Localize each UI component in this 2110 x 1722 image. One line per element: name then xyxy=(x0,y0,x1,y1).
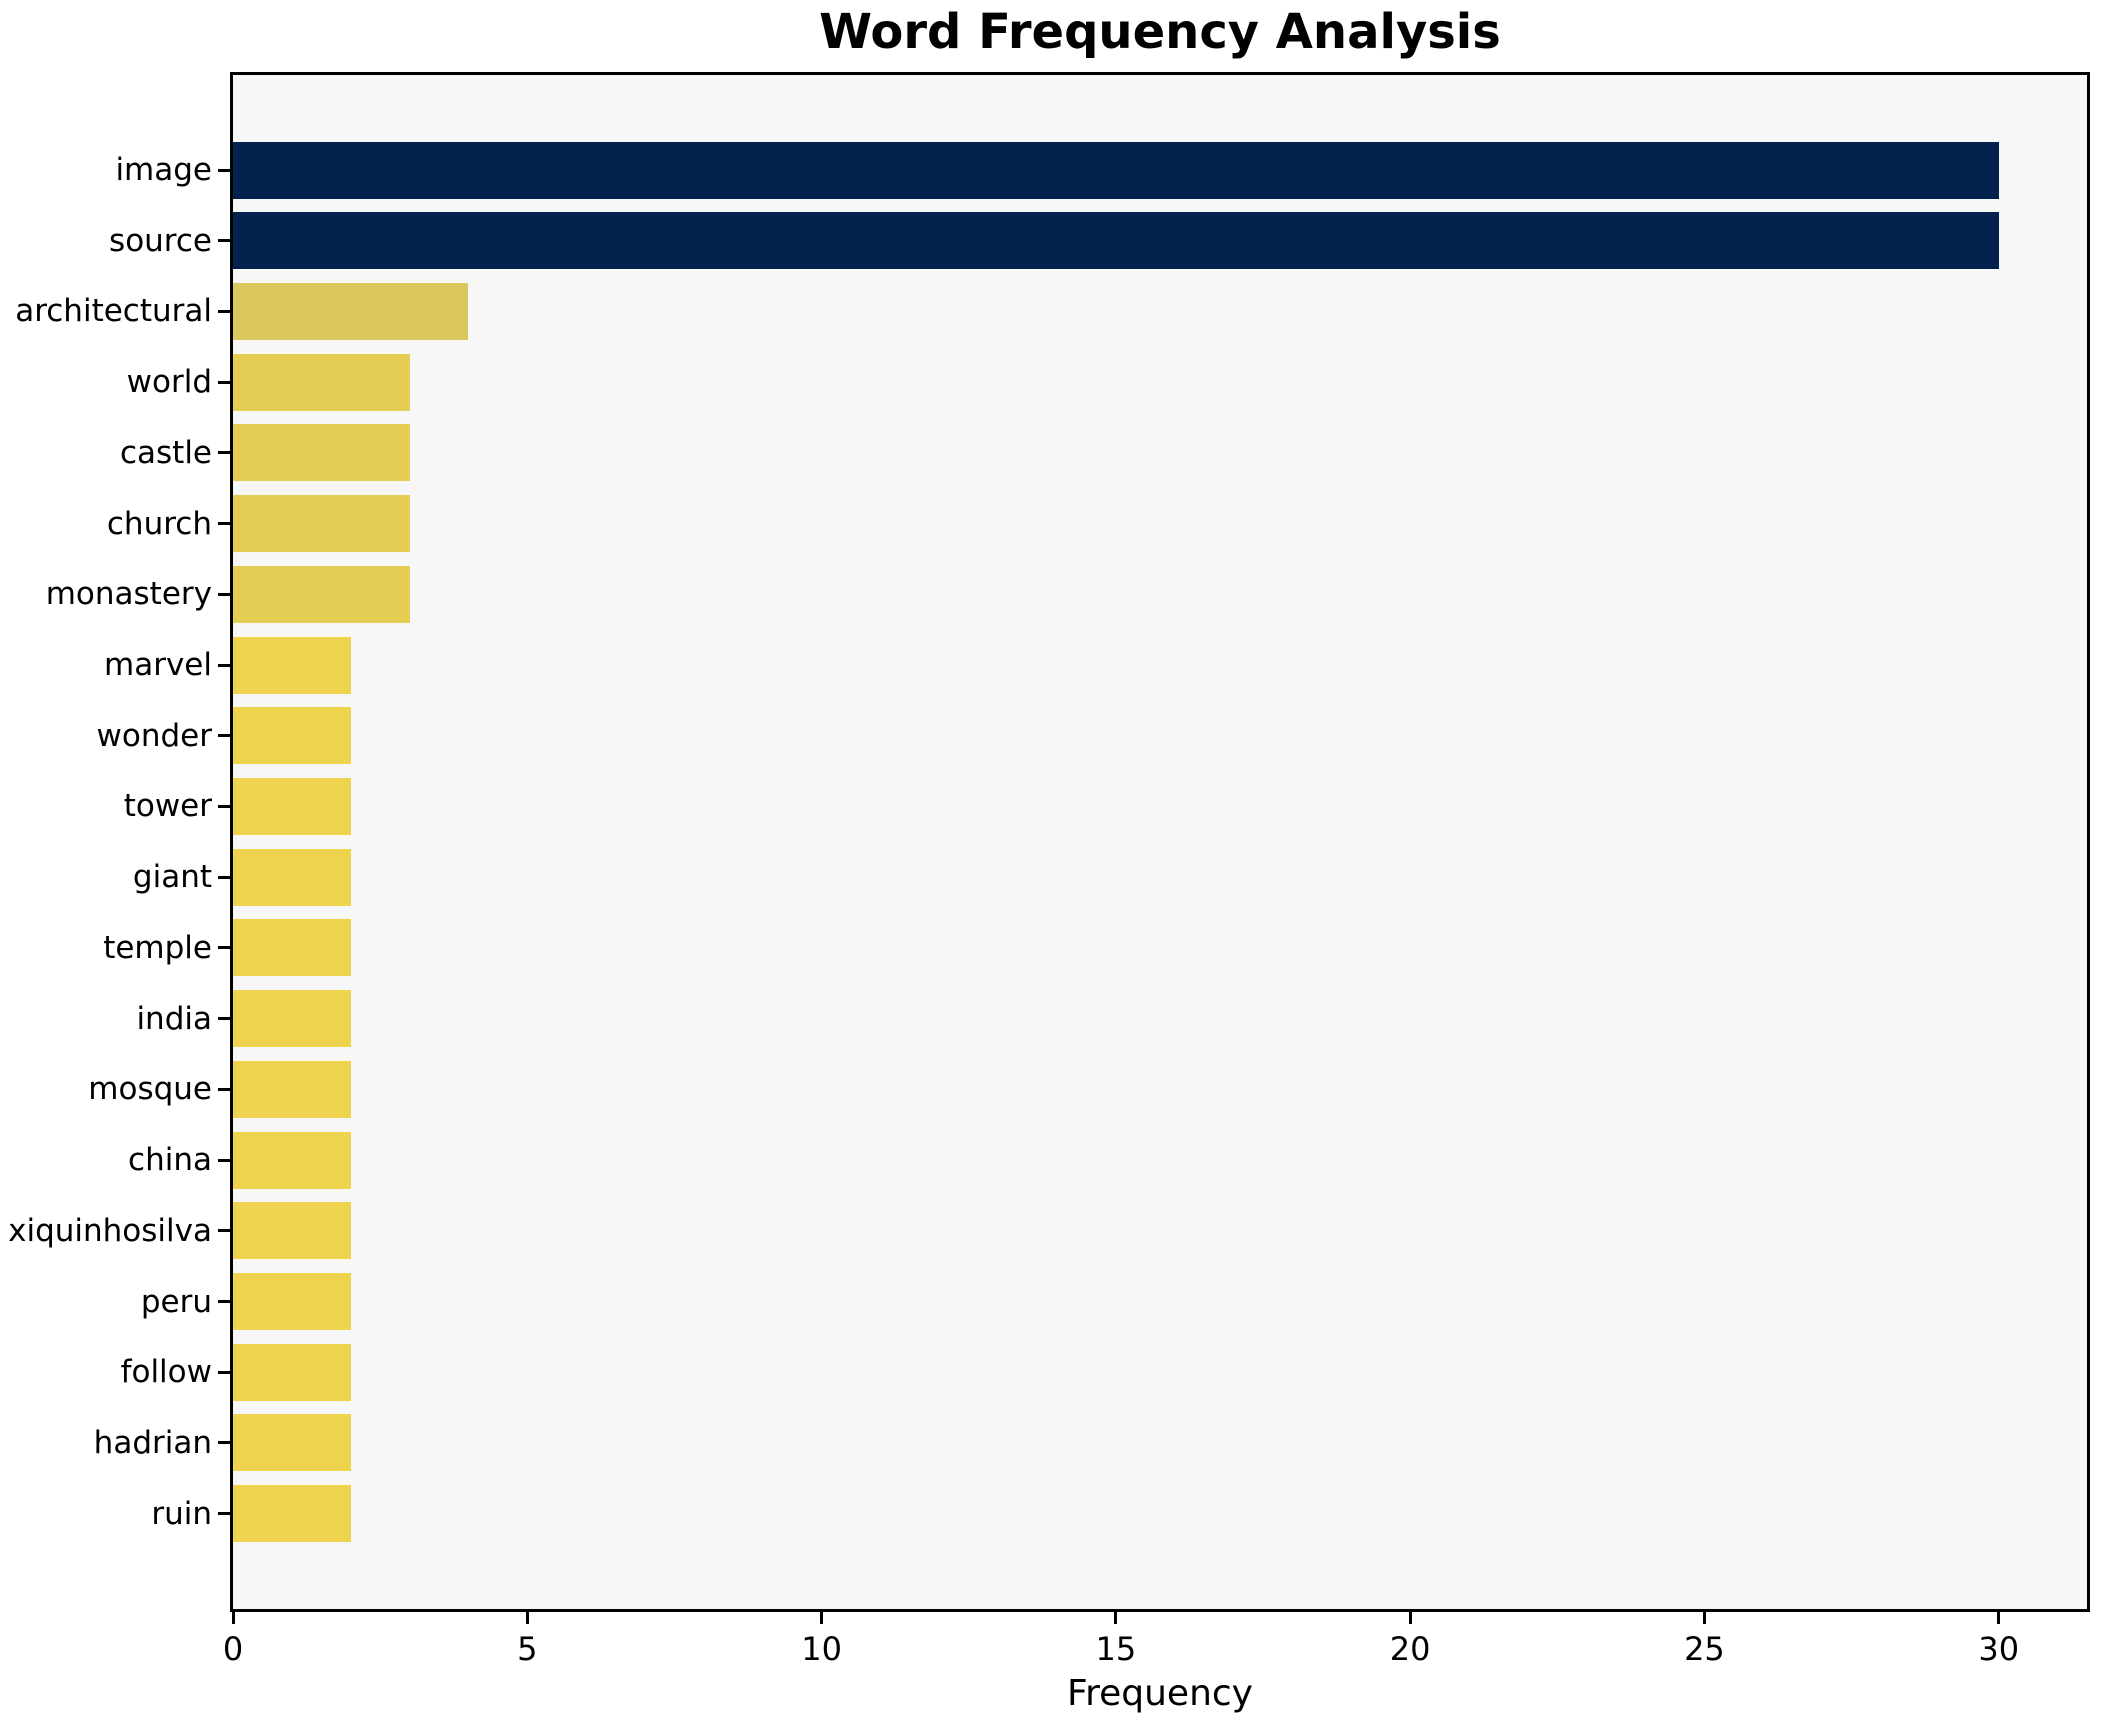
y-tick-mark xyxy=(218,804,230,808)
y-tick-mark xyxy=(218,1087,230,1091)
y-tick-label-church: church xyxy=(106,505,212,542)
y-tick-label-marvel: marvel xyxy=(104,647,212,684)
x-tick-label-5: 5 xyxy=(517,1630,538,1668)
bar-ruin xyxy=(233,1485,351,1543)
y-tick-label-india: india xyxy=(136,1000,212,1037)
y-tick-label-castle: castle xyxy=(119,434,212,471)
x-tick-mark xyxy=(231,1612,235,1624)
bar-giant xyxy=(233,848,351,906)
y-tick-label-tower: tower xyxy=(123,788,212,825)
bar-peru xyxy=(233,1273,351,1331)
bar-mosque xyxy=(233,1060,351,1118)
bar-temple xyxy=(233,919,351,977)
y-tick-label-peru: peru xyxy=(140,1283,212,1320)
bar-architectural xyxy=(233,282,469,340)
y-tick-mark xyxy=(218,1441,230,1445)
y-tick-mark xyxy=(218,592,230,596)
x-tick-label-15: 15 xyxy=(1095,1630,1137,1668)
y-tick-mark xyxy=(218,168,230,172)
y-tick-label-temple: temple xyxy=(103,929,212,966)
y-tick-mark xyxy=(218,522,230,526)
y-tick-label-wonder: wonder xyxy=(96,717,212,754)
bar-source xyxy=(233,212,1999,270)
y-tick-mark xyxy=(218,451,230,455)
x-tick-mark xyxy=(1408,1612,1412,1624)
x-tick-mark xyxy=(820,1612,824,1624)
y-tick-label-world: world xyxy=(126,364,212,401)
x-tick-label-10: 10 xyxy=(801,1630,842,1668)
chart-title: Word Frequency Analysis xyxy=(819,4,1501,60)
x-tick-mark xyxy=(1702,1612,1706,1624)
y-tick-label-monastery: monastery xyxy=(45,576,212,613)
y-tick-mark xyxy=(218,1158,230,1162)
y-tick-label-architectural: architectural xyxy=(15,293,212,330)
bar-follow xyxy=(233,1343,351,1401)
x-tick-label-0: 0 xyxy=(222,1630,244,1668)
y-tick-mark xyxy=(218,946,230,950)
x-tick-mark xyxy=(525,1612,529,1624)
bar-xiquinhosilva xyxy=(233,1202,351,1260)
y-tick-label-image: image xyxy=(115,152,212,188)
y-tick-mark xyxy=(218,309,230,313)
y-tick-label-source: source xyxy=(109,222,212,259)
x-axis-label: Frequency xyxy=(1067,1673,1253,1714)
y-tick-mark xyxy=(218,1300,230,1304)
x-tick-label-25: 25 xyxy=(1684,1630,1725,1668)
bar-china xyxy=(233,1131,351,1189)
y-tick-mark xyxy=(218,1512,230,1516)
y-tick-label-hadrian: hadrian xyxy=(93,1424,212,1461)
bar-india xyxy=(233,990,351,1048)
y-tick-mark xyxy=(218,239,230,243)
y-tick-mark xyxy=(218,1229,230,1233)
y-tick-mark xyxy=(218,663,230,667)
y-tick-label-giant: giant xyxy=(132,859,212,896)
x-tick-label-30: 30 xyxy=(1978,1630,2020,1668)
bar-monastery xyxy=(233,565,410,623)
y-tick-label-xiquinhosilva: xiquinhosilva xyxy=(8,1212,212,1249)
y-tick-label-ruin: ruin xyxy=(151,1495,212,1532)
y-tick-mark xyxy=(218,1370,230,1374)
y-tick-label-china: china xyxy=(128,1142,212,1179)
bar-world xyxy=(233,353,410,411)
x-tick-label-20: 20 xyxy=(1389,1630,1431,1668)
bar-tower xyxy=(233,777,351,835)
y-tick-label-mosque: mosque xyxy=(88,1071,212,1108)
bar-church xyxy=(233,495,410,553)
bar-marvel xyxy=(233,636,351,694)
bar-hadrian xyxy=(233,1414,351,1472)
y-tick-mark xyxy=(218,380,230,384)
bar-castle xyxy=(233,424,410,482)
y-tick-mark xyxy=(218,875,230,879)
plot-area xyxy=(230,72,2090,1612)
y-tick-mark xyxy=(218,734,230,738)
x-tick-mark xyxy=(1997,1612,2001,1624)
x-tick-mark xyxy=(1114,1612,1118,1624)
bar-wonder xyxy=(233,707,351,765)
y-tick-mark xyxy=(218,1017,230,1021)
y-tick-label-follow: follow xyxy=(120,1354,212,1391)
bar-image xyxy=(233,141,1999,199)
